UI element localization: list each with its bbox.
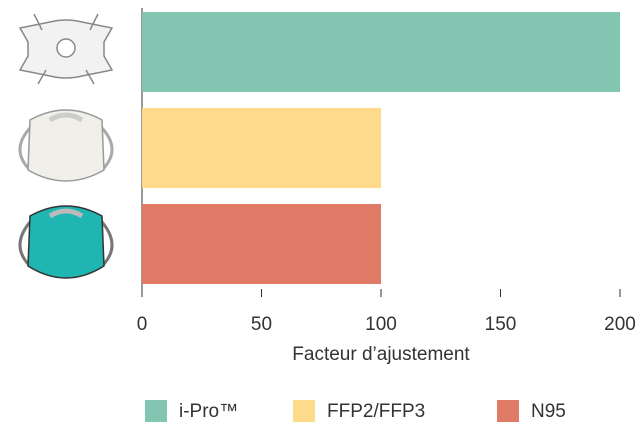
x-axis-label: Facteur d’ajustement <box>292 344 470 365</box>
x-tick-label: 100 <box>365 314 397 335</box>
x-tick-label: 0 <box>137 314 148 335</box>
x-tick-label: 50 <box>251 314 272 335</box>
mask-icon-ffp2 <box>18 109 114 182</box>
bar <box>142 12 620 92</box>
mask-icon-n95 <box>18 205 114 279</box>
bar <box>142 204 381 284</box>
mask-icon-ipro <box>18 13 114 85</box>
x-tick-label: 200 <box>604 314 636 335</box>
legend-swatch <box>497 400 519 422</box>
bar <box>142 108 381 188</box>
legend-swatch <box>293 400 315 422</box>
x-tick-label: 150 <box>485 314 517 335</box>
legend-label: N95 <box>531 401 566 422</box>
legend-label: FFP2/FFP3 <box>327 401 425 422</box>
legend-label: i-Pro™ <box>179 401 238 422</box>
legend-swatch <box>145 400 167 422</box>
